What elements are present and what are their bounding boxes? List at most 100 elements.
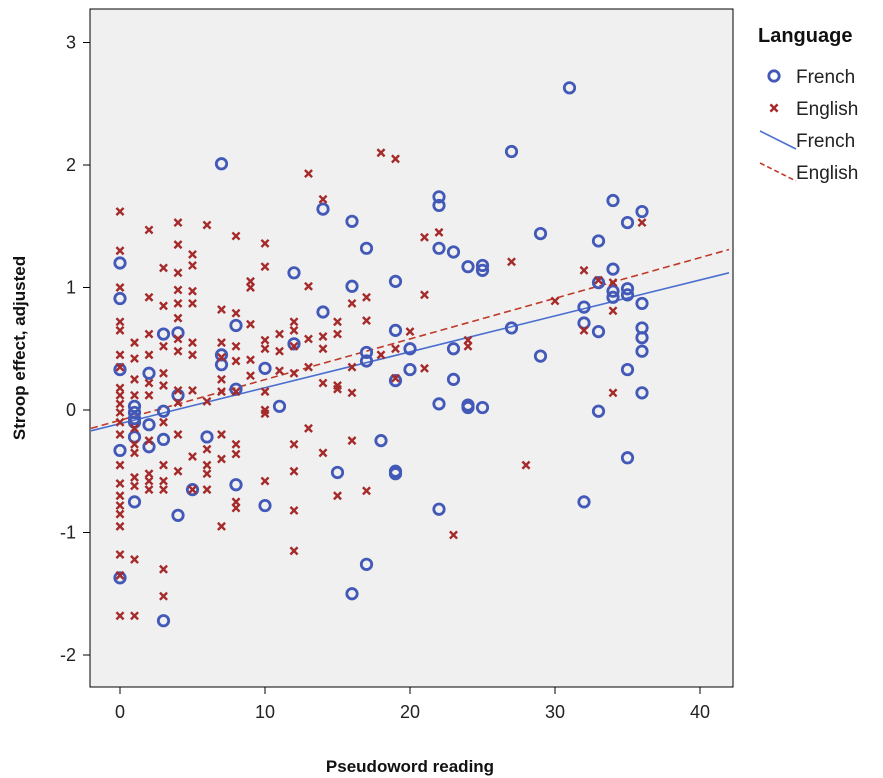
point-english (246, 319, 255, 329)
point-english (144, 485, 154, 495)
point-english (637, 218, 647, 228)
point-french (287, 337, 301, 351)
point-english (159, 381, 168, 390)
point-english (594, 275, 603, 285)
point-french (258, 498, 272, 513)
point-english (289, 325, 299, 335)
point-english (217, 338, 226, 348)
point-french (113, 362, 127, 377)
point-english (260, 238, 270, 248)
legend: Language French English French English (758, 25, 858, 184)
y-tick-label: -2 (60, 645, 76, 665)
point-english (420, 290, 429, 300)
point-french (635, 331, 649, 345)
point-english (449, 530, 458, 540)
point-english (347, 388, 357, 398)
legend-line (759, 130, 797, 150)
legend-entry-line-solid: French (759, 130, 855, 152)
point-english (173, 268, 183, 278)
point-english (115, 521, 125, 531)
point-french (432, 397, 446, 411)
point-english (115, 390, 125, 400)
point-english (115, 362, 125, 372)
point-english (115, 460, 125, 470)
point-english (159, 263, 168, 273)
x-tick-label: 30 (545, 702, 565, 722)
point-english (188, 261, 197, 270)
point-french (113, 443, 127, 458)
point-french (388, 467, 403, 481)
point-english (130, 423, 139, 433)
point-french (475, 263, 490, 277)
point-english (173, 430, 183, 439)
point-french (345, 587, 359, 601)
point-english (217, 352, 226, 362)
point-french (359, 557, 374, 571)
y-tick-label: -1 (60, 523, 76, 543)
point-english (260, 409, 270, 419)
point-english (507, 257, 516, 267)
point-french (200, 430, 214, 444)
point-french (461, 260, 475, 274)
point-french (359, 345, 374, 360)
point-english (144, 225, 154, 235)
point-english (318, 344, 328, 354)
point-english (333, 317, 342, 327)
point-english (304, 362, 313, 372)
y-tick-label: 0 (66, 400, 76, 420)
point-english (115, 383, 125, 393)
point-english (115, 479, 125, 488)
point-english (260, 387, 270, 397)
point-english (144, 378, 154, 388)
point-english (130, 439, 139, 449)
point-french (171, 508, 185, 522)
point-english (188, 298, 197, 308)
point-english (144, 329, 154, 339)
point-french (446, 372, 461, 386)
point-english (362, 486, 371, 496)
point-english (275, 366, 284, 376)
legend-label: French (796, 67, 855, 88)
point-french (388, 323, 403, 337)
point-french (504, 321, 519, 335)
point-french (388, 274, 403, 288)
point-french (635, 204, 649, 219)
point-english (579, 265, 589, 275)
point-english (318, 448, 328, 458)
point-french (316, 305, 330, 319)
point-english (115, 417, 125, 427)
point-french (591, 234, 606, 248)
point-french (606, 290, 620, 304)
y-tick-label: 2 (66, 155, 76, 175)
point-french (432, 190, 446, 204)
point-french (374, 434, 388, 448)
point-french (620, 288, 635, 302)
point-english (188, 338, 197, 348)
point-french (620, 362, 635, 377)
point-english (289, 368, 299, 378)
point-english (173, 385, 183, 395)
point-english (275, 346, 284, 356)
y-axis-ticks: -2 -1 0 1 2 3 (60, 33, 90, 665)
point-english (289, 546, 299, 556)
point-english (173, 285, 183, 295)
point-english (144, 350, 154, 360)
point-english (362, 316, 371, 326)
point-french (156, 404, 171, 418)
point-english (391, 154, 400, 164)
point-french (287, 266, 301, 280)
point-english (246, 283, 255, 292)
point-french (504, 144, 519, 159)
point-english (318, 332, 328, 341)
point-french (475, 258, 490, 273)
point-english (159, 368, 168, 378)
point-english (173, 298, 183, 308)
point-english (115, 570, 125, 580)
point-french (432, 198, 446, 213)
point-english (391, 373, 400, 383)
point-french (606, 193, 620, 208)
point-english (115, 283, 125, 292)
point-english (318, 378, 328, 388)
legend-entry-marker-circle: French (767, 67, 855, 88)
x-tick-label: 0 (115, 702, 125, 722)
